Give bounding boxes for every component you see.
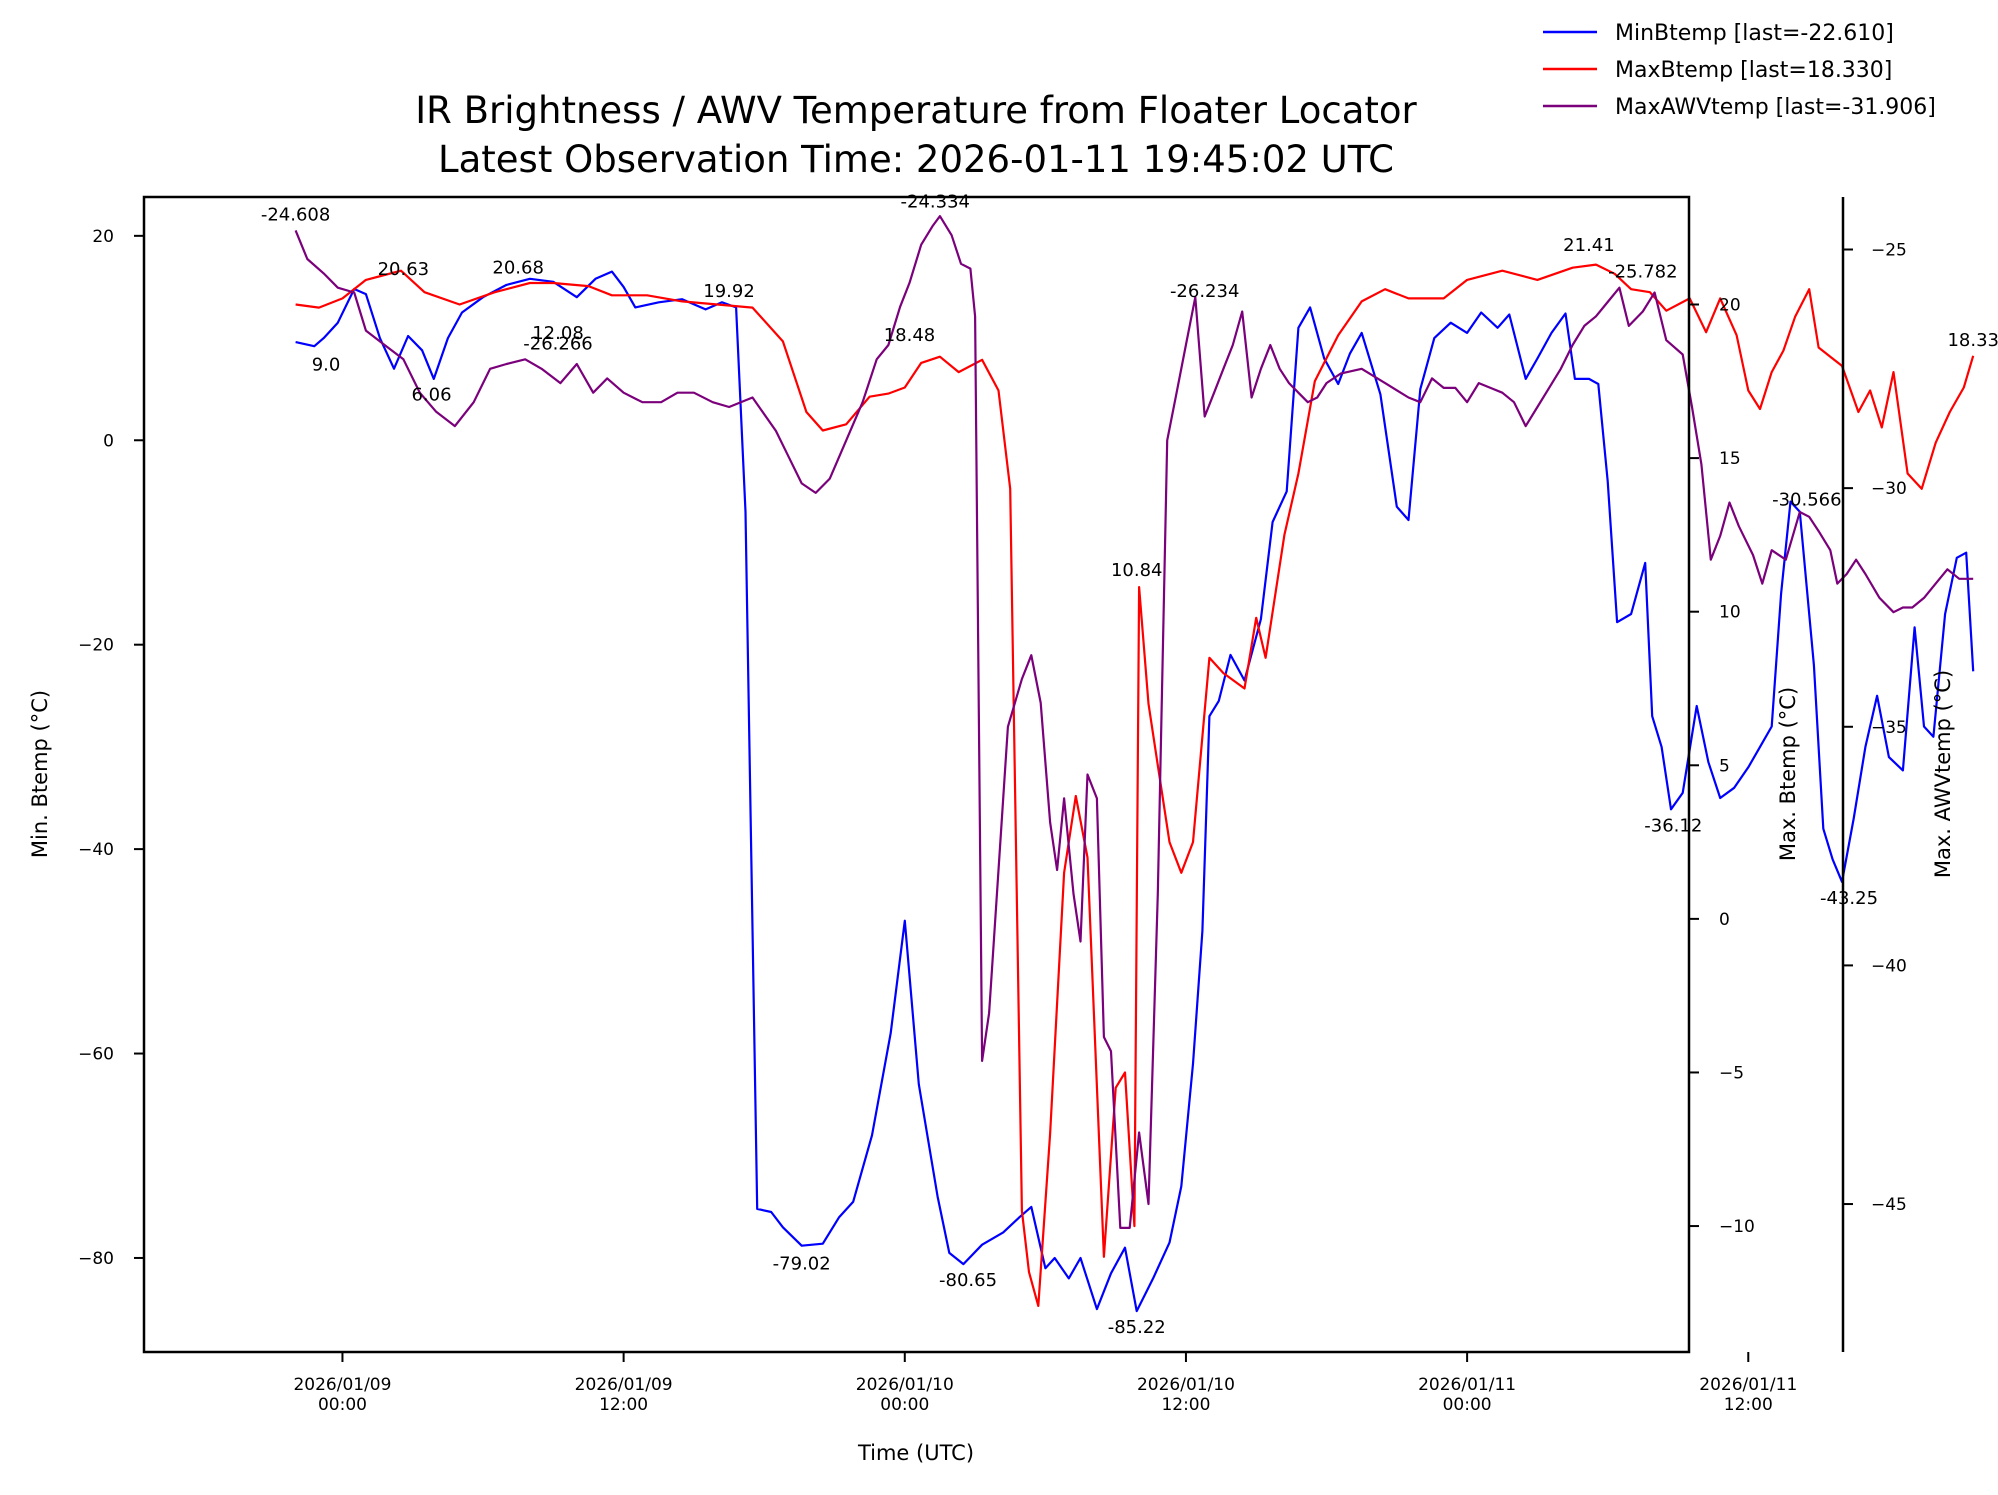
plot-frame (142, 195, 1691, 1354)
series-line-maxbtemp (295, 263, 1975, 1307)
y-tick-label-awv: −35 (1871, 718, 1907, 738)
data-annotation: 19.92 (703, 281, 755, 302)
legend-label-minbtemp: MinBtemp [last=-22.610] (1615, 21, 1894, 46)
plot-lines (294, 215, 1975, 1313)
data-annotation: -43.25 (1820, 888, 1878, 909)
data-annotation: -26.266 (523, 333, 592, 354)
y-tick-label-min: −40 (78, 840, 114, 860)
data-annotation: 6.06 (411, 384, 451, 405)
y-tick-label-awv: −25 (1871, 241, 1907, 261)
data-annotation: -80.65 (939, 1270, 997, 1291)
y-tick-label-max: 15 (1719, 449, 1741, 469)
y-tick-label-min: 20 (92, 227, 114, 247)
y-tick-label-max: 20 (1719, 296, 1741, 316)
data-annotation: 9.0 (312, 354, 341, 375)
data-annotation: 20.68 (492, 258, 544, 279)
data-annotation: -79.02 (773, 1254, 831, 1275)
data-annotation: -25.782 (1608, 262, 1677, 283)
data-annotation: 20.63 (378, 259, 430, 280)
series-line-minbtemp (295, 270, 1975, 1313)
y-tick-label-min: −20 (78, 636, 114, 656)
x-axis-label: Time (UTC) (857, 1441, 974, 1465)
y-tick-label-min: −60 (78, 1045, 114, 1065)
chart-title: IR Brightness / AWV Temperature from Flo… (415, 89, 1417, 132)
x-tick-time: 12:00 (1724, 1395, 1773, 1415)
y-axis-label-min: Min. Btemp (°C) (28, 690, 52, 858)
data-annotation: -85.22 (1108, 1317, 1166, 1338)
data-annotation: -26.234 (1170, 281, 1239, 302)
y-tick-label-min: 0 (103, 431, 114, 451)
x-tick-time: 00:00 (1443, 1395, 1492, 1415)
x-tick-date: 2026/01/09 (575, 1375, 673, 1395)
x-tick-time: 12:00 (599, 1395, 648, 1415)
chart-subtitle: Latest Observation Time: 2026-01-11 19:4… (438, 138, 1394, 181)
x-tick-time: 12:00 (1161, 1395, 1210, 1415)
x-tick-date: 2026/01/09 (293, 1375, 391, 1395)
ticks-layer: 2026/01/0900:002026/01/0912:002026/01/10… (78, 227, 1907, 1415)
data-annotation: -36.12 (1644, 815, 1702, 836)
annotations-layer: -24.608 9.0 20.63 6.06 20.68 12.08-26.266 19.9… (261, 192, 1998, 1339)
y-tick-label-max: −5 (1719, 1063, 1744, 1083)
data-annotation: 10.84 (1111, 560, 1163, 581)
x-tick-date: 2026/01/11 (1699, 1375, 1797, 1395)
series-line-maxawvtemp (294, 215, 1974, 1229)
x-tick-time: 00:00 (318, 1395, 367, 1415)
y-tick-label-max: 10 (1719, 603, 1741, 623)
x-tick-date: 2026/01/10 (1137, 1375, 1235, 1395)
y-tick-label-max: −10 (1719, 1217, 1755, 1237)
y-axis-label-max: Max. Btemp (°C) (1776, 687, 1800, 861)
y-tick-label-awv: −30 (1871, 479, 1907, 499)
data-annotation: -24.608 (261, 204, 330, 225)
data-annotation: -30.566 (1772, 489, 1841, 510)
y-tick-label-max: 0 (1719, 910, 1730, 930)
x-tick-date: 2026/01/11 (1418, 1375, 1516, 1395)
legend-label-maxbtemp: MaxBtemp [last=18.330] (1615, 58, 1892, 83)
y-tick-label-max: 5 (1719, 756, 1730, 776)
legend: MinBtemp [last=-22.610] MaxBtemp [last=1… (1543, 21, 1936, 120)
x-tick-time: 00:00 (880, 1395, 929, 1415)
legend-label-maxawvtemp: MaxAWVtemp [last=-31.906] (1615, 95, 1936, 120)
data-annotation: 12.08 (532, 323, 584, 344)
data-annotation: 18.33 (1947, 330, 1998, 351)
data-annotation: -24.334 (901, 192, 970, 213)
y-tick-label-awv: −45 (1871, 1195, 1907, 1215)
data-annotation: 18.48 (884, 325, 936, 346)
y-axis-label-awv: Max. AWVtemp (°C) (1931, 670, 1955, 878)
y-tick-label-min: −80 (78, 1249, 114, 1269)
y-tick-label-awv: −40 (1871, 956, 1907, 976)
data-annotation: 21.41 (1563, 235, 1615, 256)
x-tick-date: 2026/01/10 (856, 1375, 954, 1395)
